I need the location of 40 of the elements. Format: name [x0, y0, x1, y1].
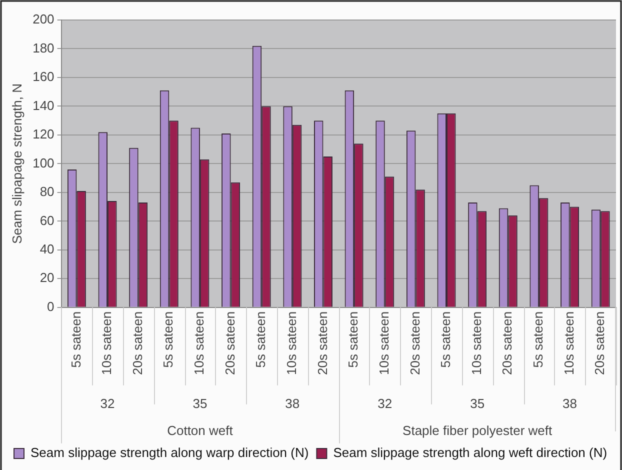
text: 38: [562, 396, 578, 411]
x-tick-label: 20s sateen: [222, 311, 238, 376]
legend-label: Seam slippage strength along weft direction (N): [333, 445, 608, 460]
x-tick-label: 20s sateen: [130, 311, 145, 376]
x-tick-label: 10s sateen: [99, 311, 114, 376]
x-tick-label: 10s sateen: [561, 311, 576, 376]
x-tick-label: 20s sateen: [314, 311, 330, 376]
x-tick-label: 20s sateen: [500, 311, 515, 376]
x-tick-label: 5s sateen: [346, 311, 361, 368]
x-tick-label: 10s sateen: [192, 311, 207, 376]
y-tick-label: 200: [32, 12, 54, 27]
text: 35: [192, 396, 208, 411]
y-tick-label: 60: [40, 212, 54, 228]
text: Cotton weft: [167, 422, 234, 438]
y-tick-label: 120: [32, 126, 54, 142]
x-tick-label: 5s sateen: [68, 311, 84, 368]
text: 35: [470, 396, 485, 411]
text: Staple fiber polyester weft: [402, 422, 552, 438]
text: 38: [285, 396, 300, 411]
y-tick-label: 40: [40, 241, 54, 256]
y-tick-label: 140: [32, 98, 54, 113]
x-tick-label: 5s sateen: [530, 311, 546, 368]
x-tick-label: 10s sateen: [376, 311, 392, 376]
x-tick-label: 5s sateen: [253, 311, 268, 368]
text: 32: [378, 396, 392, 411]
legend-label: Seam slippage strength along warp direction (N): [30, 445, 309, 460]
x-tick-label: 5s sateen: [160, 311, 176, 368]
y-tick-label: 100: [32, 155, 54, 170]
x-tick-label: 20s sateen: [407, 311, 422, 376]
x-tick-label: 10s sateen: [468, 311, 484, 376]
text: 32: [100, 396, 115, 411]
y-axis-title: Seam slipapage strength, N: [9, 83, 24, 244]
x-tick-label: 20s sateen: [592, 311, 608, 376]
y-tick-label: 180: [32, 40, 54, 56]
y-tick-label: 0: [47, 298, 54, 314]
x-tick-label: 5s sateen: [438, 311, 454, 368]
y-tick-label: 20: [40, 270, 54, 286]
y-tick-label: 160: [32, 69, 54, 84]
x-tick-label: 10s sateen: [284, 311, 299, 376]
y-tick-label: 80: [40, 184, 54, 200]
